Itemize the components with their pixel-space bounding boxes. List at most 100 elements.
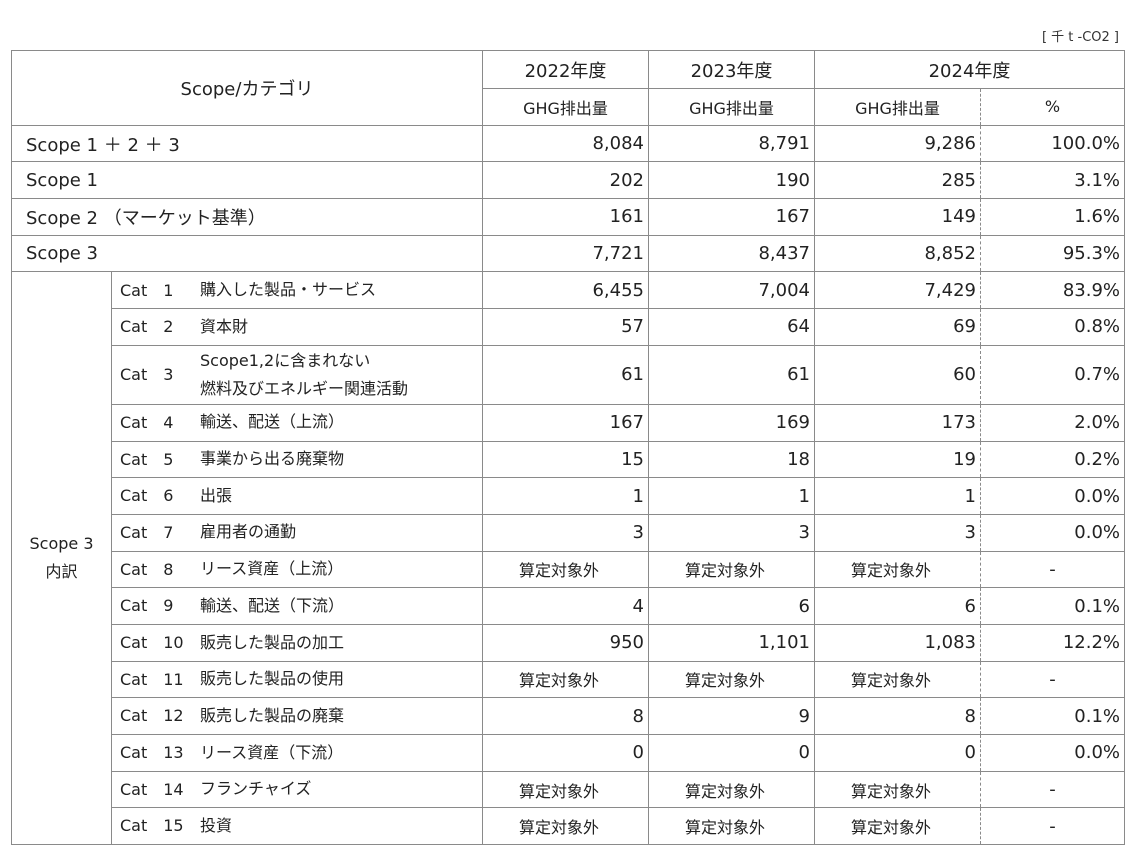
value-cell: 7,429 xyxy=(814,271,981,310)
category-name: 雇用者の通勤 xyxy=(200,522,297,542)
category-row: Cat 12 販売した製品の廃棄 8 9 8 0.1% xyxy=(12,697,1125,735)
category-label: Cat 1 購入した製品・サービス xyxy=(111,271,483,310)
value-cell: 9,286 xyxy=(814,124,981,163)
category-label: Cat 11 販売した製品の使用 xyxy=(111,660,483,699)
category-name-line2: 燃料及びエネルギー関連活動 xyxy=(200,378,409,398)
category-number: Cat 10 xyxy=(120,633,184,653)
category-label: Cat 14 フランチャイズ xyxy=(111,770,483,809)
value-cell: 6 xyxy=(814,587,981,625)
percent-cell: 0.8% xyxy=(980,308,1125,346)
category-number: Cat 13 xyxy=(120,743,184,763)
percent-cell: 0.0% xyxy=(980,734,1125,772)
category-name: 輸送、配送（下流） xyxy=(200,595,345,615)
header-year-2022: 2022年度 xyxy=(482,50,649,89)
value-cell: 算定対象外 xyxy=(648,660,815,699)
value-cell: 61 xyxy=(648,344,815,405)
category-name: Scope1,2に含まれない xyxy=(200,350,371,370)
header-percent: % xyxy=(980,88,1125,126)
percent-cell: 0.7% xyxy=(980,344,1125,405)
percent-cell: - xyxy=(980,807,1125,846)
value-cell: 15 xyxy=(482,440,649,479)
value-cell: 8,791 xyxy=(648,124,815,163)
category-name: 販売した製品の廃棄 xyxy=(200,705,345,725)
value-cell: 3 xyxy=(648,513,815,552)
summary-row: Scope 1 ＋ 2 ＋ 3 8,084 8,791 9,286 100.0% xyxy=(11,124,1125,163)
value-cell: 149 xyxy=(814,198,981,236)
category-number: Cat 4 xyxy=(120,412,174,432)
category-number: Cat 2 xyxy=(120,317,174,337)
breakdown-label-line2: 内訳 xyxy=(45,562,78,582)
value-cell: 算定対象外 xyxy=(482,807,649,846)
value-cell: 4 xyxy=(482,587,649,625)
value-cell: 3 xyxy=(814,513,981,552)
value-cell: 算定対象外 xyxy=(648,770,815,809)
value-cell: 60 xyxy=(814,344,981,405)
percent-cell: 100.0% xyxy=(980,124,1125,163)
value-cell: 算定対象外 xyxy=(814,550,981,589)
value-cell: 1 xyxy=(814,477,981,515)
category-number: Cat 14 xyxy=(120,779,184,799)
category-row: Cat 3Scope1,2に含まれない 燃料及びエネルギー関連活動 61 61 60 0… xyxy=(12,344,1125,405)
value-cell: 167 xyxy=(482,403,649,442)
category-name: リース資産（上流） xyxy=(200,559,344,579)
category-row: Cat 15 投資 算定対象外 算定対象外 算定対象外 - xyxy=(12,807,1125,846)
value-cell: 161 xyxy=(482,198,649,236)
value-cell: 3 xyxy=(482,513,649,552)
value-cell: 0 xyxy=(814,734,981,772)
category-number: Cat 7 xyxy=(120,522,174,542)
ghg-emissions-table: Scope/カテゴリ 2022年度 2023年度 2024年度 GHG排出量 G… xyxy=(11,50,1125,846)
value-cell: 61 xyxy=(482,344,649,405)
category-row: Cat 10 販売した製品の加工 950 1,101 1,083 12.2% xyxy=(12,623,1125,662)
scope3-breakdown-label: Scope 3 内訳 xyxy=(11,271,112,846)
category-label: Cat 10 販売した製品の加工 xyxy=(111,623,483,662)
value-cell: 1 xyxy=(648,477,815,515)
category-name: 出張 xyxy=(200,485,233,505)
category-row: Cat 5 事業から出る廃棄物 15 18 19 0.2% xyxy=(12,440,1125,479)
category-row: Cat 6 出張 1 1 1 0.0% xyxy=(12,477,1125,515)
percent-cell: - xyxy=(980,550,1125,589)
header-scope-category: Scope/カテゴリ xyxy=(11,50,483,126)
header-row-years: Scope/カテゴリ 2022年度 2023年度 2024年度 xyxy=(11,50,1125,126)
summary-row: Scope 1 202 190 285 3.1% xyxy=(11,161,1125,200)
category-number: Cat 8 xyxy=(120,559,174,579)
category-label: Cat 8 リース資産（上流） xyxy=(111,550,483,589)
category-label: Cat 6 出張 xyxy=(111,477,483,515)
category-name: フランチャイズ xyxy=(200,779,312,799)
category-number: Cat 1 xyxy=(120,280,174,300)
value-cell: 8,437 xyxy=(648,234,815,273)
category-name: 事業から出る廃棄物 xyxy=(200,449,345,469)
value-cell: 202 xyxy=(482,161,649,200)
percent-cell: 2.0% xyxy=(980,403,1125,442)
category-row: Cat 14 フランチャイズ 算定対象外 算定対象外 算定対象外 - xyxy=(12,770,1125,809)
percent-cell: 1.6% xyxy=(980,198,1125,236)
value-cell: 1 xyxy=(482,477,649,515)
header-ghg-2022: GHG排出量 xyxy=(482,88,649,126)
header-year-2024: 2024年度 xyxy=(814,50,1125,89)
category-row: Cat 8 リース資産（上流） 算定対象外 算定対象外 算定対象外 - xyxy=(12,550,1125,589)
value-cell: 9 xyxy=(648,697,815,735)
value-cell: 8 xyxy=(482,697,649,735)
category-name: 資本財 xyxy=(200,316,249,336)
category-row: Cat 4 輸送、配送（上流） 167 169 173 2.0% xyxy=(12,403,1125,442)
row-label: Scope 3 xyxy=(11,234,483,273)
category-number: Cat 5 xyxy=(120,449,174,469)
value-cell: 1,083 xyxy=(814,623,981,662)
unit-label: [ 千 t -CO2 ] xyxy=(1041,30,1119,45)
category-label: Cat 13 リース資産（下流） xyxy=(111,734,483,772)
percent-cell: 0.2% xyxy=(980,440,1125,479)
summary-row: Scope 2 （マーケット基準） 161 167 149 1.6% xyxy=(11,198,1125,236)
category-row: Scope 3 内訳 Cat 1 購入した製品・サービス 6,455 7,004 7,4… xyxy=(11,271,1125,846)
percent-cell: 0.1% xyxy=(980,587,1125,625)
percent-cell: - xyxy=(980,770,1125,809)
category-row: Cat 7 雇用者の通勤 3 3 3 0.0% xyxy=(12,513,1125,552)
value-cell: 6 xyxy=(648,587,815,625)
category-label: Cat 15 投資 xyxy=(111,807,483,846)
category-label: Cat 5 事業から出る廃棄物 xyxy=(111,440,483,479)
value-cell: 57 xyxy=(482,308,649,346)
category-label: Cat 9 輸送、配送（下流） xyxy=(111,587,483,625)
category-name: 販売した製品の加工 xyxy=(200,632,345,652)
percent-cell: 3.1% xyxy=(980,161,1125,200)
value-cell: 8,084 xyxy=(482,124,649,163)
percent-cell: 0.0% xyxy=(980,513,1125,552)
category-name: リース資産（下流） xyxy=(200,742,344,762)
